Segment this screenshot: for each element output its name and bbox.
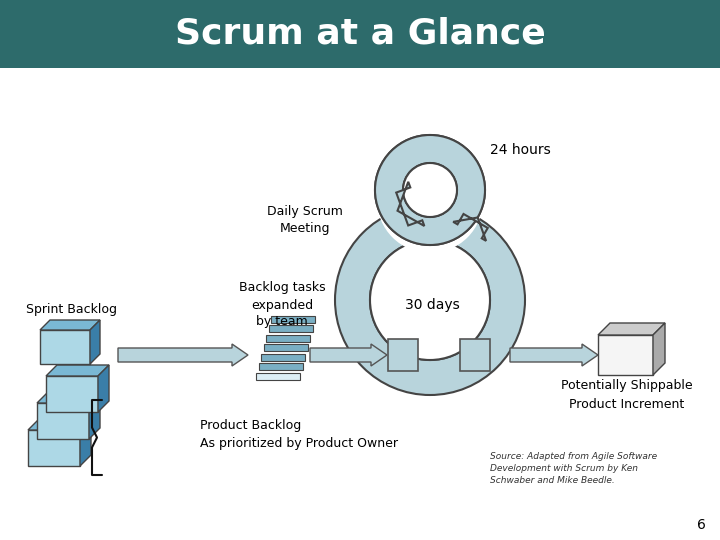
Circle shape [370, 240, 490, 360]
Text: Sprint Backlog: Sprint Backlog [27, 303, 117, 316]
Polygon shape [37, 392, 100, 403]
Polygon shape [89, 392, 100, 439]
Bar [269, 325, 312, 332]
Polygon shape [40, 320, 100, 330]
Text: Potentially Shippable
Product Increment: Potentially Shippable Product Increment [561, 380, 693, 410]
FancyArrow shape [453, 214, 487, 241]
Bar [261, 354, 305, 361]
Polygon shape [46, 376, 98, 412]
Text: 24 hours: 24 hours [490, 143, 551, 157]
Polygon shape [37, 403, 89, 439]
Bar [460, 339, 490, 371]
Polygon shape [80, 419, 91, 466]
Polygon shape [28, 419, 91, 430]
FancyArrow shape [396, 182, 424, 226]
Circle shape [370, 240, 490, 360]
Polygon shape [28, 430, 80, 466]
Bar [264, 344, 307, 351]
Bar [388, 339, 418, 371]
Circle shape [375, 135, 485, 245]
Circle shape [377, 147, 483, 253]
Text: Scrum at a Glance: Scrum at a Glance [175, 17, 545, 51]
Polygon shape [598, 323, 665, 335]
Circle shape [375, 135, 485, 245]
FancyArrow shape [310, 344, 387, 366]
Circle shape [403, 163, 457, 217]
Polygon shape [90, 320, 100, 364]
Polygon shape [653, 323, 665, 375]
Bar [0, 0, 720, 68]
Bar [256, 373, 300, 380]
Text: 6: 6 [697, 518, 706, 532]
Polygon shape [98, 365, 109, 412]
Text: Daily Scrum
Meeting: Daily Scrum Meeting [267, 205, 343, 235]
FancyArrow shape [118, 344, 248, 366]
Bar [266, 334, 310, 341]
Circle shape [335, 205, 525, 395]
Text: 30 days: 30 days [405, 298, 459, 312]
Bar [271, 315, 315, 322]
FancyArrow shape [510, 344, 598, 366]
Polygon shape [46, 365, 109, 376]
Circle shape [403, 163, 457, 217]
Text: Backlog tasks
expanded
by team: Backlog tasks expanded by team [239, 281, 325, 328]
Text: Product Backlog
As prioritized by Product Owner: Product Backlog As prioritized by Produc… [200, 420, 398, 450]
Bar [258, 363, 302, 370]
Text: Source: Adapted from Agile Software
Development with Scrum by Ken
Schwaber and M: Source: Adapted from Agile Software Deve… [490, 452, 657, 484]
Polygon shape [40, 330, 90, 364]
Polygon shape [598, 335, 653, 375]
